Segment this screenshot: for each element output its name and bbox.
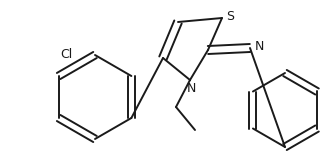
- Text: Cl: Cl: [61, 47, 73, 60]
- Text: N: N: [186, 82, 196, 96]
- Text: S: S: [226, 10, 234, 23]
- Text: N: N: [255, 40, 264, 53]
